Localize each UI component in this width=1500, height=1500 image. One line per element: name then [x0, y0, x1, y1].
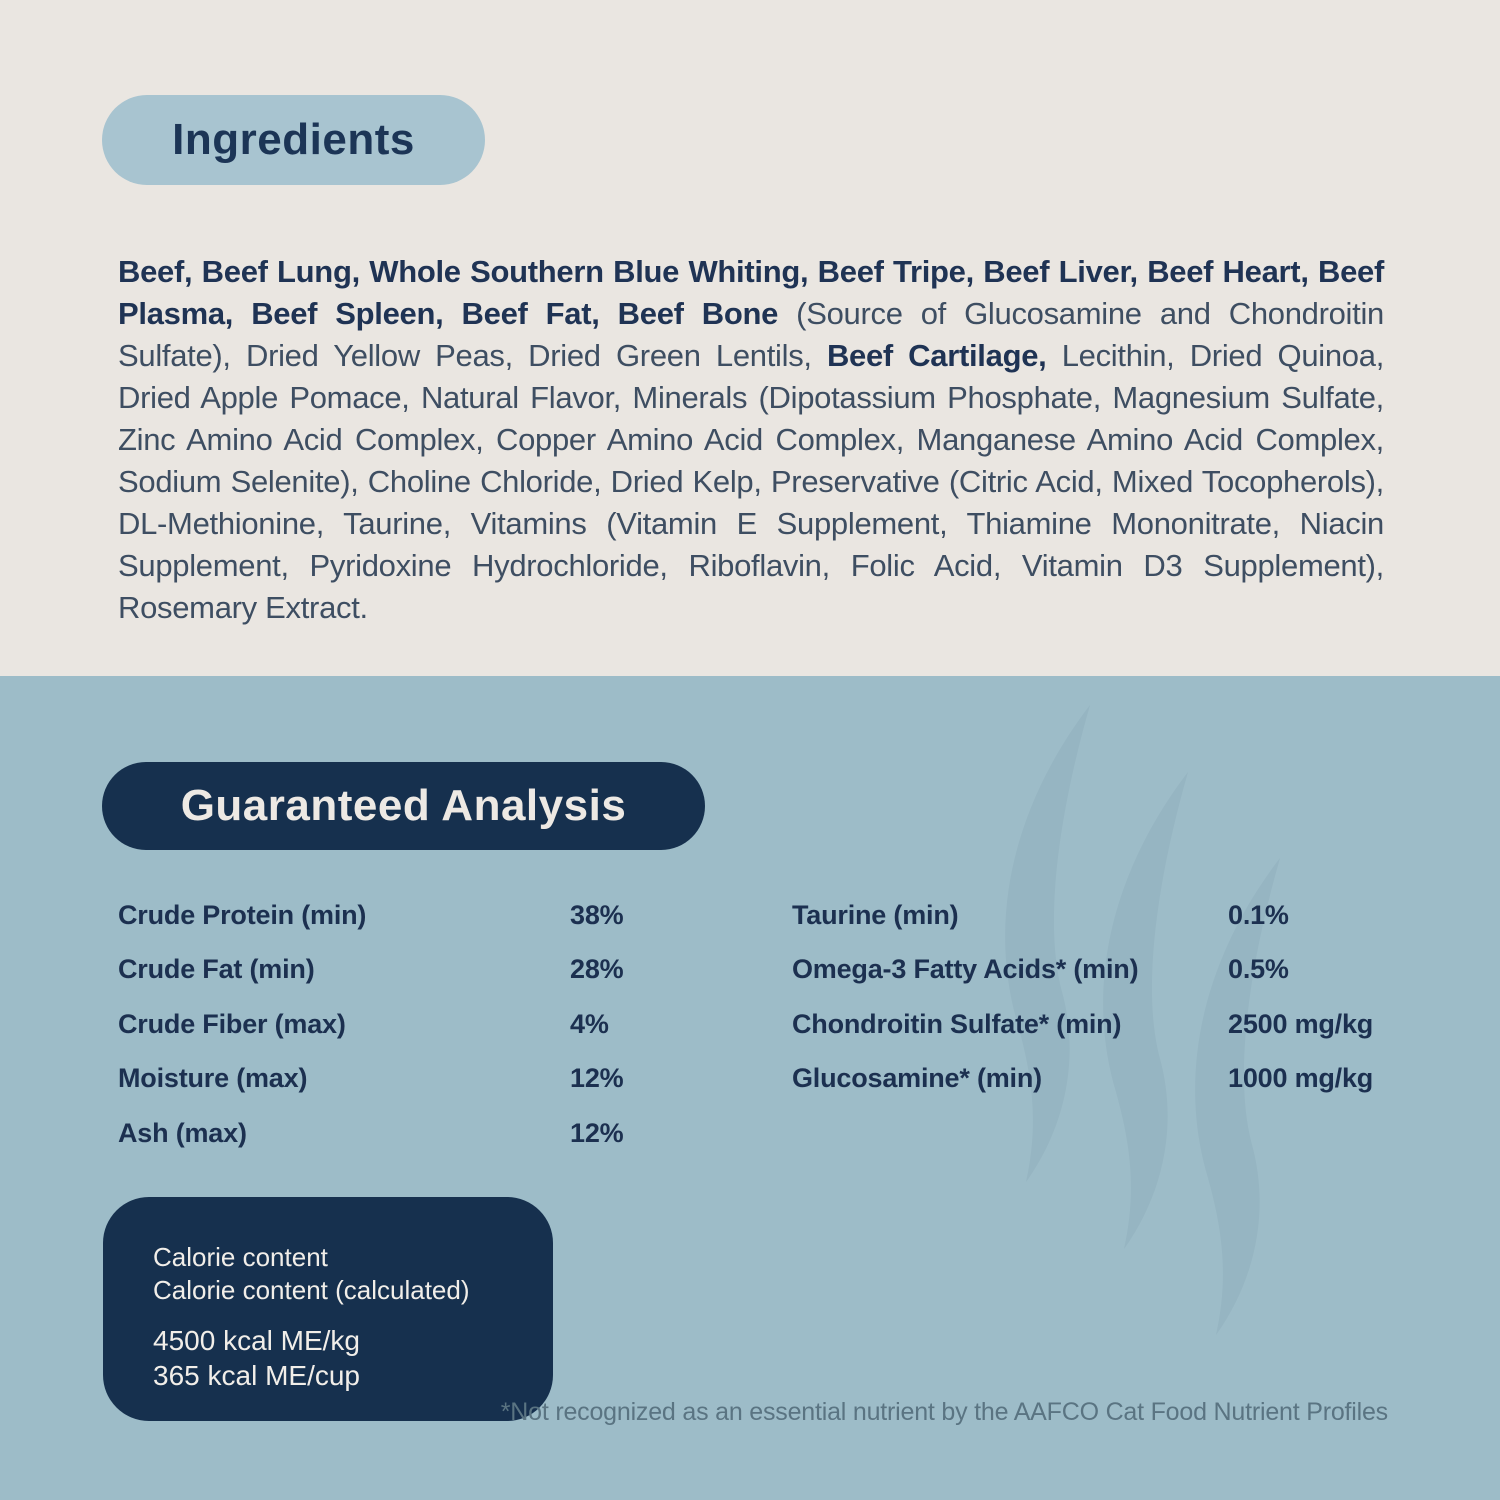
analysis-value: 4%	[570, 1008, 609, 1039]
analysis-value: 0.1%	[1228, 899, 1289, 930]
analysis-value: 2500 mg/kg	[1228, 1008, 1374, 1039]
calorie-value-line: 4500 kcal ME/kg	[153, 1325, 360, 1356]
analysis-label: Glucosamine* (min)	[792, 1063, 1042, 1094]
analysis-label: Moisture (max)	[118, 1063, 308, 1094]
ingredients-title-pill: Ingredients	[102, 95, 485, 185]
analysis-value: 0.5%	[1228, 954, 1289, 985]
analysis-label: Crude Fiber (max)	[118, 1008, 346, 1039]
analysis-label: Crude Fat (min)	[118, 954, 315, 985]
guaranteed-analysis-title: Guaranteed Analysis	[180, 781, 627, 830]
analysis-label: Taurine (min)	[792, 899, 959, 930]
ingredients-segment-bold: Beef, Beef Lung, Whole Southern Blue Whi…	[118, 254, 1384, 331]
aafco-footnote: *Not recognized as an essential nutrient…	[500, 1398, 1388, 1426]
ingredients-segment-regular: Lecithin, Dried Quinoa, Dried Apple Poma…	[118, 338, 1385, 625]
calorie-title-line: Calorie content	[153, 1242, 328, 1272]
flame-watermark-icon	[1005, 705, 1280, 1335]
ingredients-section: Ingredients Beef, Beef Lung, Whole South…	[0, 0, 1500, 676]
ingredients-segment-bold: Beef Cartilage,	[826, 338, 1047, 373]
ingredients-segment-regular: (Source of Glucosamine and Chondroitin S…	[118, 296, 1384, 373]
calorie-content-box: Calorie content Calorie content (calcula…	[103, 1197, 553, 1421]
ingredients-paragraph: Beef, Beef Lung, Whole Southern Blue Whi…	[118, 251, 1384, 629]
analysis-value: 38%	[570, 899, 624, 930]
analysis-value: 28%	[570, 954, 624, 985]
calorie-title-line: Calorie content (calculated)	[153, 1275, 470, 1305]
analysis-table-right: Taurine (min) 0.1% Omega-3 Fatty Acids* …	[792, 888, 1373, 1106]
analysis-value: 1000 mg/kg	[1228, 1063, 1374, 1094]
analysis-label: Chondroitin Sulfate* (min)	[792, 1008, 1122, 1039]
analysis-label: Ash (max)	[118, 1117, 247, 1148]
guaranteed-analysis-title-pill: Guaranteed Analysis	[102, 762, 705, 850]
analysis-value: 12%	[570, 1117, 624, 1148]
calorie-value-line: 365 kcal ME/cup	[153, 1360, 360, 1391]
analysis-table-left: Crude Protein (min) 38% Crude Fat (min) …	[118, 888, 624, 1161]
analysis-label: Omega-3 Fatty Acids* (min)	[792, 954, 1139, 985]
analysis-value: 12%	[570, 1063, 624, 1094]
ingredients-title: Ingredients	[172, 115, 415, 164]
analysis-label: Crude Protein (min)	[118, 899, 367, 930]
